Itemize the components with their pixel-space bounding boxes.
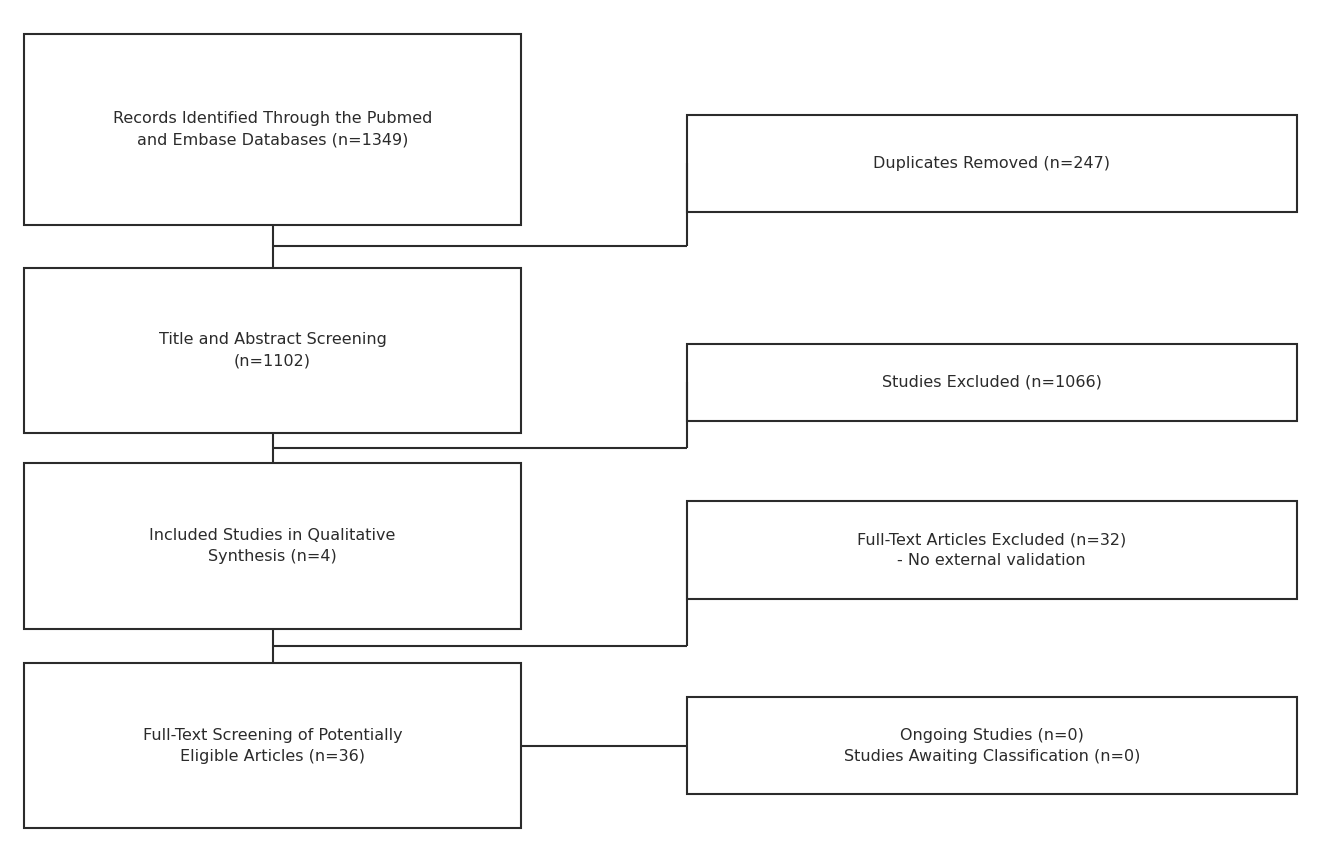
Text: Full-Text Screening of Potentially
Eligible Articles (n=36): Full-Text Screening of Potentially Eligi… (143, 728, 403, 764)
Text: Ongoing Studies (n=0)
Studies Awaiting Classification (n=0): Ongoing Studies (n=0) Studies Awaiting C… (843, 728, 1141, 764)
Text: Records Identified Through the Pubmed
and Embase Databases (n=1349): Records Identified Through the Pubmed an… (113, 112, 432, 148)
Text: Title and Abstract Screening
(n=1102): Title and Abstract Screening (n=1102) (159, 332, 387, 368)
FancyBboxPatch shape (687, 501, 1297, 599)
FancyBboxPatch shape (24, 463, 522, 629)
Text: Duplicates Removed (n=247): Duplicates Removed (n=247) (874, 156, 1110, 171)
Text: Included Studies in Qualitative
Synthesis (n=4): Included Studies in Qualitative Synthesi… (149, 528, 396, 564)
Text: Studies Excluded (n=1066): Studies Excluded (n=1066) (882, 375, 1102, 390)
FancyBboxPatch shape (24, 268, 522, 433)
FancyBboxPatch shape (687, 697, 1297, 795)
Text: Full-Text Articles Excluded (n=32)
- No external validation: Full-Text Articles Excluded (n=32) - No … (858, 532, 1126, 568)
FancyBboxPatch shape (24, 662, 522, 828)
FancyBboxPatch shape (687, 344, 1297, 420)
FancyBboxPatch shape (687, 115, 1297, 212)
FancyBboxPatch shape (24, 34, 522, 225)
